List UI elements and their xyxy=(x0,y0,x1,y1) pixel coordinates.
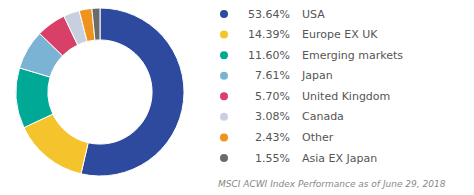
value-label: 5.70% xyxy=(255,90,290,103)
value-label: 14.39% xyxy=(248,28,290,41)
legend-label: Emerging markets xyxy=(302,49,403,62)
subtitle: MSCI ACWI Index Performance as of June 2… xyxy=(218,179,446,189)
legend-marker xyxy=(220,113,228,121)
value-label: 2.43% xyxy=(255,131,290,144)
value-label: 53.64% xyxy=(248,8,290,21)
legend-label: United Kingdom xyxy=(302,90,390,103)
legend-marker xyxy=(220,154,228,162)
legend: 53.64% USA 14.39% Europe EX UK 11.60% Emergin… xyxy=(220,8,403,165)
legend-marker xyxy=(220,92,228,100)
slice xyxy=(81,8,184,176)
legend-marker xyxy=(220,10,228,18)
legend-label: Japan xyxy=(301,69,333,82)
value-label: 1.55% xyxy=(255,152,290,165)
legend-label: Europe EX UK xyxy=(302,28,378,41)
legend-marker xyxy=(220,51,228,59)
value-label: 11.60% xyxy=(248,49,290,62)
chart-container: 53.64% USA 14.39% Europe EX UK 11.60% Emergin… xyxy=(0,0,474,195)
value-label: 7.61% xyxy=(255,69,290,82)
legend-label: Canada xyxy=(302,110,344,123)
legend-marker xyxy=(220,133,228,141)
chart: 53.64% USA 14.39% Europe EX UK 11.60% Emergin… xyxy=(0,0,474,195)
legend-marker xyxy=(220,31,228,39)
value-label: 3.08% xyxy=(255,110,290,123)
slices xyxy=(16,8,184,176)
legend-label: USA xyxy=(302,8,325,21)
legend-marker xyxy=(220,72,228,80)
slice xyxy=(92,8,100,40)
slice xyxy=(16,68,53,128)
legend-label: Asia EX Japan xyxy=(302,152,377,165)
legend-label: Other xyxy=(302,131,334,144)
